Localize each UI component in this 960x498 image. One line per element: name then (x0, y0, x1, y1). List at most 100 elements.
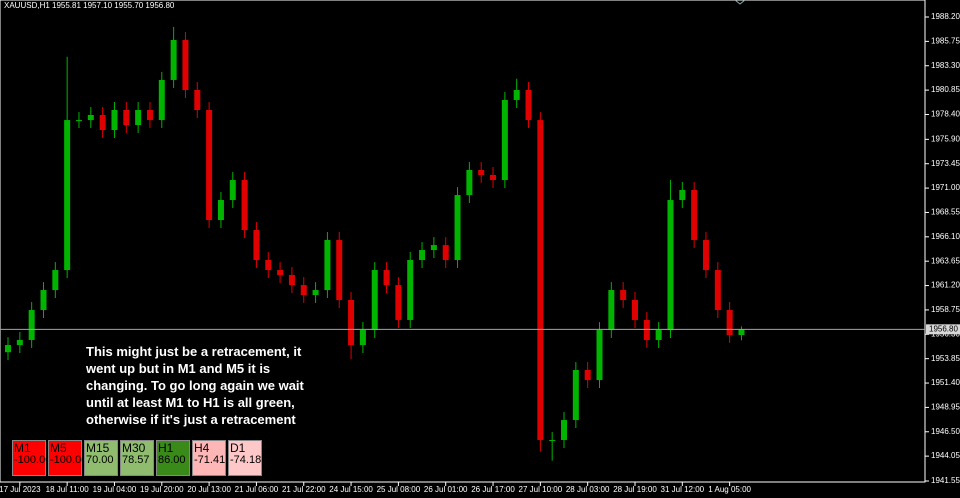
candle-body (584, 370, 591, 381)
strength-box: M15 70.00 (84, 440, 118, 476)
candle-body (170, 39, 177, 80)
candle-body (714, 270, 721, 311)
candle-body (738, 329, 745, 335)
y-tick-label: 1985.75 (931, 36, 960, 45)
strength-tf: M1 (14, 441, 31, 455)
x-tick-label: 24 Jul 15:00 (329, 485, 373, 494)
candle-body (525, 90, 532, 121)
strength-value: -100.00 (14, 454, 52, 466)
candle-body (75, 120, 82, 122)
candle-body (5, 345, 11, 353)
candle-body (631, 299, 638, 320)
y-tick-label: 1988.20 (931, 12, 960, 21)
candle-body (253, 230, 260, 260)
candle-body (312, 290, 319, 296)
strength-value: 86.00 (158, 454, 186, 466)
candle-body (348, 299, 355, 346)
candle-body (288, 275, 295, 286)
x-tick-label: 21 Jul 06:00 (235, 485, 279, 494)
strength-panel: M1 -100.00 M5 -100.00 M15 70.00 M30 78.57 H1 86.0… (12, 440, 262, 476)
candle-body (52, 270, 59, 291)
y-tick-label: 1963.65 (931, 256, 960, 265)
strength-tf: H4 (194, 441, 210, 455)
plot-frame (0, 0, 926, 483)
strength-box: D1 -74.18 (228, 440, 262, 476)
candle-body (28, 310, 35, 340)
y-tick-label: 1958.75 (931, 305, 960, 314)
y-tick-label: 1975.90 (931, 134, 960, 143)
strength-value: -71.41 (194, 454, 226, 466)
candle-body (146, 110, 153, 121)
strength-tf: H1 (158, 441, 174, 455)
candle-body (158, 79, 165, 121)
candle-body (87, 114, 94, 121)
candle-body (371, 270, 378, 331)
y-tick-label: 1944.05 (931, 451, 960, 460)
candle-body (490, 174, 497, 181)
chart-title: XAUUSD,H1 1955.81 1957.10 1955.70 1956.8… (4, 1, 175, 10)
x-tick-label: 25 Jul 08:00 (377, 485, 421, 494)
strength-box: H1 86.00 (156, 440, 190, 476)
x-tick-label: 17 Jul 2023 (0, 485, 41, 494)
candle-body (135, 110, 142, 126)
y-tick-label: 1961.20 (931, 281, 960, 290)
x-tick-label: 20 Jul 13:00 (187, 485, 231, 494)
x-tick-label: 19 Jul 04:00 (93, 485, 137, 494)
y-tick-label: 1983.30 (931, 61, 960, 70)
y-tick-label: 1951.40 (931, 378, 960, 387)
strength-box: M1 -100.00 (12, 440, 52, 476)
candle-body (549, 440, 556, 442)
candle-body (608, 290, 615, 331)
candle-body (194, 90, 201, 111)
candle-body (691, 189, 698, 241)
y-tick-label: 1966.10 (931, 232, 960, 241)
candle-body (430, 245, 437, 251)
y-tick-label: 1980.85 (931, 85, 960, 94)
strength-tf: M5 (50, 441, 67, 455)
candle-body (265, 259, 272, 271)
candle-body (336, 240, 343, 300)
candle-body (537, 120, 544, 441)
y-tick-label: 1968.55 (931, 208, 960, 217)
candle-body (620, 290, 627, 300)
x-tick-label: 18 Jul 11:00 (46, 485, 90, 494)
candle-body (572, 370, 579, 421)
x-tick-label: 1 Aug 05:00 (708, 485, 751, 494)
candle-body (229, 180, 236, 201)
x-tick-label: 19 Jul 20:00 (140, 485, 184, 494)
candle-body (277, 270, 284, 276)
candle-body (501, 99, 508, 181)
candle-body (596, 330, 603, 381)
scroll-marker (734, 0, 746, 5)
candle-body (241, 180, 248, 231)
candle-body (478, 169, 485, 175)
candle-body (383, 270, 390, 286)
candle-body (679, 189, 686, 201)
current-price-label: 1956.80 (929, 324, 958, 333)
y-tick-label: 1978.40 (931, 110, 960, 119)
candle-body (655, 330, 662, 340)
candle-body (667, 200, 674, 331)
strength-box: H4 -71.41 (192, 440, 226, 476)
candle-body (407, 259, 414, 320)
y-tick-label: 1941.55 (931, 476, 960, 485)
x-tick-label: 28 Jul 19:00 (613, 485, 657, 494)
x-tick-label: 31 Jul 12:00 (661, 485, 705, 494)
candle-body (702, 240, 709, 271)
candle-body (419, 250, 426, 260)
x-tick-label: 27 Jul 10:00 (519, 485, 563, 494)
strength-value: 78.57 (122, 454, 150, 466)
candle-body (16, 339, 23, 346)
strength-value: -100.00 (50, 454, 88, 466)
note: This might just be a retracement, it wen… (86, 344, 304, 427)
candle-body (40, 290, 47, 311)
candle-body (513, 90, 520, 100)
candle-body (359, 330, 366, 346)
strength-tf: M15 (86, 441, 110, 455)
candle-body (395, 285, 402, 320)
candle-body (643, 319, 650, 340)
current-price-box (926, 324, 960, 335)
candle-body (726, 310, 733, 335)
candle-body (182, 39, 189, 91)
